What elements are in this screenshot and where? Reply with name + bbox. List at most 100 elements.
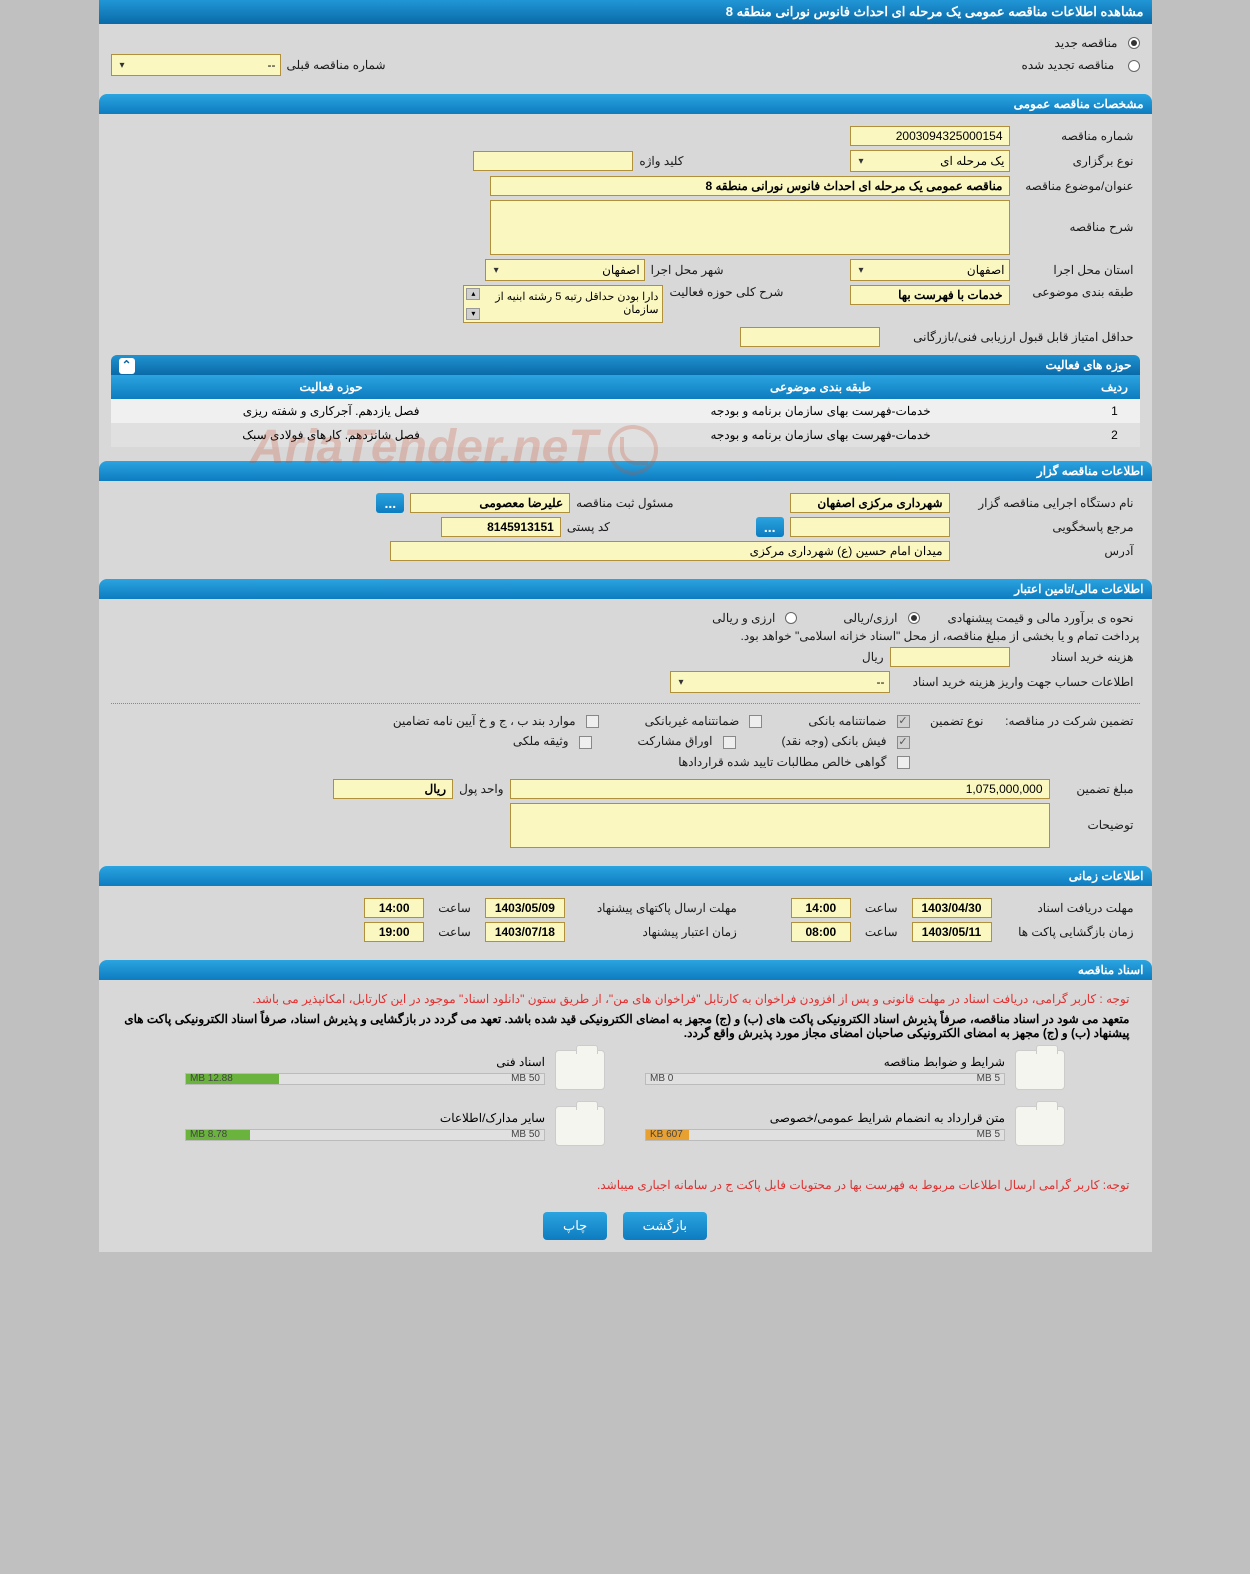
unit-label: واحد پول bbox=[453, 782, 509, 796]
page-title: مشاهده اطلاعات مناقصه عمومی یک مرحله ای … bbox=[99, 0, 1152, 24]
table-row: 1 خدمات-فهرست بهای سازمان برنامه و بودجه… bbox=[111, 399, 1140, 423]
chk-bank[interactable] bbox=[897, 715, 910, 728]
reg-field: علیرضا معصومی bbox=[410, 493, 570, 513]
table-row: 2 خدمات-فهرست بهای سازمان برنامه و بودجه… bbox=[111, 423, 1140, 447]
open-time[interactable]: 08:00 bbox=[791, 922, 851, 942]
time-label: ساعت bbox=[859, 901, 904, 915]
folder-item[interactable]: متن قرارداد به انضمام شرایط عمومی/خصوصی … bbox=[645, 1106, 1065, 1146]
desc-label: شرح مناقصه bbox=[1010, 200, 1140, 234]
send-time[interactable]: 14:00 bbox=[364, 898, 424, 918]
folder-icon bbox=[555, 1106, 605, 1146]
account-label: اطلاعات حساب جهت واریز هزینه خرید اسناد bbox=[890, 675, 1140, 689]
prev-number-label: شماره مناقصه قبلی bbox=[281, 58, 392, 72]
unit-field: ریال bbox=[333, 779, 453, 799]
send-date[interactable]: 1403/05/09 bbox=[485, 898, 565, 918]
address-field[interactable]: میدان امام حسین (ع) شهرداری مرکزی bbox=[390, 541, 950, 561]
activity-table: ردیف طبقه بندی موضوعی حوزه فعالیت 1 خدما… bbox=[111, 375, 1140, 447]
open-date[interactable]: 1403/05/11 bbox=[912, 922, 992, 942]
folder-icon bbox=[1015, 1106, 1065, 1146]
chk-papers[interactable] bbox=[723, 736, 736, 749]
radio-new-label: مناقصه جدید bbox=[1049, 36, 1124, 50]
folder-item[interactable]: شرایط و ضوابط مناقصه 5 MB 0 MB bbox=[645, 1050, 1065, 1090]
tender-no-label: شماره مناقصه bbox=[1010, 129, 1140, 143]
radio-renewed-tender[interactable] bbox=[1128, 60, 1140, 72]
desc-textarea[interactable] bbox=[490, 200, 1010, 255]
print-button[interactable]: چاپ bbox=[543, 1212, 607, 1240]
section-documents-header: اسناد مناقصه bbox=[99, 960, 1152, 980]
chk-property[interactable] bbox=[579, 736, 592, 749]
keyword-label: کلید واژه bbox=[633, 154, 689, 168]
collapse-icon[interactable]: ⌃ bbox=[119, 358, 135, 374]
radio-rial[interactable] bbox=[908, 612, 920, 624]
col-row: ردیف bbox=[1090, 375, 1140, 399]
radio-mixed[interactable] bbox=[785, 612, 797, 624]
time-label3: ساعت bbox=[859, 925, 904, 939]
folder-title: متن قرارداد به انضمام شرایط عمومی/خصوصی bbox=[645, 1111, 1005, 1125]
folder-item[interactable]: سایر مدارک/اطلاعات 50 MB 8.78 MB bbox=[185, 1106, 605, 1146]
title-label: عنوان/موضوع مناقصه bbox=[1010, 179, 1140, 193]
guarantee-section-label: تضمین شرکت در مناقصه: bbox=[990, 714, 1140, 728]
scope-field[interactable]: دارا بودن حداقل رتبه 5 رشته ابنیه از ساز… bbox=[463, 285, 663, 323]
section-general-header: مشخصات مناقصه عمومی bbox=[99, 94, 1152, 114]
ref-field[interactable] bbox=[790, 517, 950, 537]
fin-desc-label: توضیحات bbox=[1050, 803, 1140, 832]
city-select[interactable]: اصفهان ▾ bbox=[485, 259, 645, 281]
reg-lookup-button[interactable]: ... bbox=[376, 493, 404, 513]
radio-new-tender[interactable] bbox=[1128, 37, 1140, 49]
validity-date[interactable]: 1403/07/18 bbox=[485, 922, 565, 942]
financial-note: پرداخت تمام و یا بخشی از مبلغ مناقصه، از… bbox=[735, 629, 1140, 643]
validity-time[interactable]: 19:00 bbox=[364, 922, 424, 942]
chk-cash[interactable] bbox=[897, 736, 910, 749]
doc-note3: توجه: کاربر گرامی ارسال اطلاعات مربوط به… bbox=[111, 1174, 1140, 1196]
exec-field: شهرداری مرکزی اصفهان bbox=[790, 493, 950, 513]
chk-nonbank[interactable] bbox=[749, 715, 762, 728]
folder-icon bbox=[1015, 1050, 1065, 1090]
section-financial-header: اطلاعات مالی/تامین اعتبار bbox=[99, 579, 1152, 599]
col-category: طبقه بندی موضوعی bbox=[552, 375, 1090, 399]
postal-field[interactable]: 8145913151 bbox=[441, 517, 561, 537]
scroll-down-icon[interactable]: ▾ bbox=[466, 308, 480, 320]
province-select[interactable]: اصفهان ▾ bbox=[850, 259, 1010, 281]
radio-renewed-label: مناقصه تجدید شده bbox=[1016, 58, 1121, 72]
time-label4: ساعت bbox=[432, 925, 477, 939]
send-label: مهلت ارسال پاکتهای پیشنهاد bbox=[573, 901, 743, 915]
prev-number-select[interactable]: -- ▾ bbox=[111, 54, 281, 76]
type-select[interactable]: یک مرحله ای ▾ bbox=[850, 150, 1010, 172]
amount-field[interactable]: 1,075,000,000 bbox=[510, 779, 1050, 799]
address-label: آدرس bbox=[950, 544, 1140, 558]
ref-lookup-button[interactable]: ... bbox=[756, 517, 784, 537]
min-score-label: حداقل امتیاز قابل قبول ارزیابی فنی/بازرگ… bbox=[880, 330, 1140, 344]
province-label: استان محل اجرا bbox=[1010, 263, 1140, 277]
time-label2: ساعت bbox=[432, 901, 477, 915]
category-label: طبقه بندی موضوعی bbox=[1010, 285, 1140, 299]
back-button[interactable]: بازگشت bbox=[623, 1212, 707, 1240]
chk-net[interactable] bbox=[897, 756, 910, 769]
postal-label: کد پستی bbox=[561, 520, 616, 534]
doc-note1: توجه : کاربر گرامی، دریافت اسناد در مهلت… bbox=[111, 988, 1140, 1010]
tender-no-field: 2003094325000154 bbox=[850, 126, 1010, 146]
amount-label: مبلغ تضمین bbox=[1050, 782, 1140, 796]
scroll-up-icon[interactable]: ▴ bbox=[466, 288, 480, 300]
doc-cost-label: هزینه خرید اسناد bbox=[1010, 650, 1140, 664]
guarantee-type-label: نوع تضمین bbox=[910, 714, 990, 728]
chevron-down-icon: ▾ bbox=[494, 265, 499, 276]
keyword-field[interactable] bbox=[473, 151, 633, 171]
doc-cost-field[interactable] bbox=[890, 647, 1010, 667]
min-score-field[interactable] bbox=[740, 327, 880, 347]
chevron-down-icon: ▾ bbox=[859, 156, 864, 167]
receive-date[interactable]: 1403/04/30 bbox=[912, 898, 992, 918]
account-select[interactable]: -- ▾ bbox=[670, 671, 890, 693]
receive-time[interactable]: 14:00 bbox=[791, 898, 851, 918]
fin-desc-textarea[interactable] bbox=[510, 803, 1050, 848]
doc-note2: متعهد می شود در اسناد مناقصه، صرفاً پذیر… bbox=[111, 1010, 1140, 1042]
receive-label: مهلت دریافت اسناد bbox=[1000, 901, 1140, 915]
open-label: زمان بازگشایی پاکت ها bbox=[1000, 925, 1140, 939]
doc-cost-unit: ریال bbox=[856, 650, 890, 664]
activity-table-title: حوزه های فعالیت bbox=[1046, 358, 1132, 372]
title-field[interactable]: مناقصه عمومی یک مرحله ای احداث فانوس نور… bbox=[490, 176, 1010, 196]
folder-icon bbox=[555, 1050, 605, 1090]
opt1-label: ارزی/ریالی bbox=[837, 611, 903, 625]
chk-items[interactable] bbox=[586, 715, 599, 728]
folder-item[interactable]: اسناد فنی 50 MB 12.88 MB bbox=[185, 1050, 605, 1090]
col-scope: حوزه فعالیت bbox=[111, 375, 552, 399]
